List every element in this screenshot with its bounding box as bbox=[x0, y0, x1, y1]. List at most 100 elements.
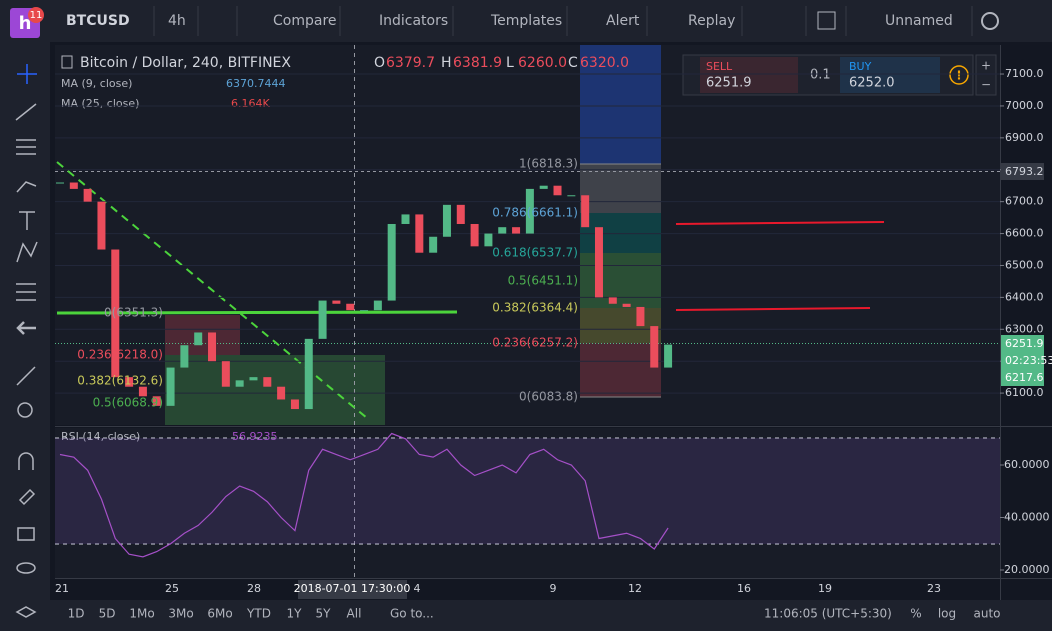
fib-label: 0.5(6068.9) bbox=[93, 396, 163, 410]
fib-zone bbox=[580, 164, 661, 213]
candle bbox=[194, 332, 203, 346]
sell-label: SELL bbox=[706, 60, 733, 73]
y-tick-label: 20.0000 bbox=[1004, 563, 1050, 576]
goto-button[interactable]: Go to... bbox=[390, 607, 434, 621]
ma-name[interactable]: MA (25, close) bbox=[61, 97, 139, 110]
candle bbox=[166, 367, 175, 406]
buy-price: 6252.0 bbox=[849, 76, 895, 91]
range-button[interactable]: All bbox=[347, 607, 362, 621]
horizontal-line bbox=[56, 310, 458, 315]
candle bbox=[373, 300, 382, 311]
toolbar-button[interactable]: Indicators bbox=[379, 13, 448, 29]
y-tick-label: 40.0000 bbox=[1004, 511, 1050, 524]
zoom-out[interactable]: − bbox=[981, 78, 991, 92]
settings-icon[interactable] bbox=[981, 12, 999, 30]
fib-zone bbox=[580, 45, 661, 164]
info-icon[interactable] bbox=[949, 65, 969, 85]
range-button[interactable]: 3Mo bbox=[168, 607, 193, 621]
y-tick-label: 7100.0 bbox=[1005, 67, 1044, 80]
fullscreen-toggle[interactable] bbox=[817, 11, 836, 30]
price-label: 6217.6 bbox=[1005, 371, 1044, 384]
candle bbox=[470, 223, 479, 247]
candle bbox=[180, 345, 189, 368]
buy-button[interactable] bbox=[840, 57, 940, 93]
range-button[interactable]: 1Mo bbox=[129, 607, 154, 621]
candle bbox=[221, 361, 230, 387]
candle bbox=[346, 303, 355, 311]
ma-value: 6370.7444 bbox=[226, 77, 286, 90]
candle bbox=[387, 223, 396, 301]
collapse-icon[interactable] bbox=[61, 55, 73, 69]
ohlc-key: C bbox=[568, 55, 578, 71]
fib-label: 1(6818.3) bbox=[519, 157, 578, 171]
candle bbox=[138, 386, 147, 397]
trend-line bbox=[56, 161, 368, 419]
y-tick-label: 6100.0 bbox=[1005, 386, 1044, 399]
scale-option[interactable]: auto bbox=[973, 607, 1000, 621]
series-title[interactable]: Bitcoin / Dollar, 240, BITFINEX bbox=[80, 55, 291, 71]
ohlc-value: 6381.9 bbox=[453, 55, 502, 71]
bottom-bar bbox=[0, 600, 1052, 631]
interval[interactable]: 4h bbox=[168, 13, 186, 29]
x-tick-label: 16 bbox=[737, 582, 751, 595]
fib-label: 0.236(6218.0) bbox=[77, 348, 163, 362]
ma-name[interactable]: MA (9, close) bbox=[61, 77, 132, 90]
fib-label: 0.618(6537.7) bbox=[492, 246, 578, 260]
left-toolbar bbox=[0, 42, 50, 600]
x-tick-label: 9 bbox=[550, 582, 557, 595]
fib-label: 0.236(6257.2) bbox=[492, 336, 578, 350]
y-tick-label: 6600.0 bbox=[1005, 227, 1044, 240]
range-button[interactable]: YTD bbox=[246, 607, 271, 621]
zoom-in[interactable]: + bbox=[981, 59, 991, 73]
sell-button[interactable] bbox=[700, 57, 798, 93]
candle bbox=[622, 303, 631, 307]
range-button[interactable]: 5D bbox=[99, 607, 116, 621]
layout-name[interactable]: Unnamed bbox=[885, 13, 953, 29]
x-tick-label: 12 bbox=[628, 582, 642, 595]
price-label: 6793.2 bbox=[1005, 165, 1044, 178]
candle bbox=[249, 377, 258, 381]
x-tick-label: 25 bbox=[165, 582, 179, 595]
scale-option[interactable]: % bbox=[910, 607, 921, 621]
badge-count: 11 bbox=[30, 10, 43, 21]
ohlc-value: 6260.0 bbox=[518, 55, 567, 71]
candle bbox=[208, 332, 217, 362]
range-button[interactable]: 6Mo bbox=[207, 607, 232, 621]
toolbar-button[interactable]: Replay bbox=[688, 13, 735, 29]
candle bbox=[484, 233, 493, 247]
candle bbox=[111, 249, 120, 378]
symbol[interactable]: BTCUSD bbox=[66, 13, 130, 29]
candle bbox=[664, 344, 673, 368]
candle bbox=[56, 182, 64, 184]
candle bbox=[318, 300, 327, 339]
scale-option[interactable]: log bbox=[938, 607, 956, 621]
candle bbox=[360, 310, 369, 312]
candle bbox=[97, 201, 106, 250]
y-tick-label: 6900.0 bbox=[1005, 131, 1044, 144]
rsi-name[interactable]: RSI (14, close) bbox=[61, 430, 140, 443]
price-label-box bbox=[1001, 369, 1044, 386]
x-tick-label: 23 bbox=[927, 582, 941, 595]
range-button[interactable]: 1D bbox=[68, 607, 85, 621]
ohlc-key: L bbox=[506, 55, 514, 71]
fib-label: 0.5(6451.1) bbox=[508, 274, 578, 288]
zoom-buttons[interactable] bbox=[975, 54, 997, 96]
clock: 11:06:05 (UTC+5:30) bbox=[764, 607, 892, 621]
candle bbox=[277, 386, 286, 400]
range-button[interactable]: 5Y bbox=[316, 607, 332, 621]
toolbar-button[interactable]: Compare bbox=[273, 13, 337, 29]
drawing-tools[interactable] bbox=[15, 64, 38, 618]
quantity[interactable]: 0.1 bbox=[810, 68, 831, 83]
toolbar-button[interactable]: Alert bbox=[606, 13, 640, 29]
badge bbox=[28, 7, 44, 23]
rsi-line bbox=[59, 432, 669, 558]
toolbar-button[interactable]: Templates bbox=[490, 13, 562, 29]
ma-value: 6.164K bbox=[231, 97, 270, 110]
range-button[interactable]: 1Y bbox=[287, 607, 303, 621]
y-tick-label: 7000.0 bbox=[1005, 99, 1044, 112]
fib-label: 0.382(6364.4) bbox=[492, 301, 578, 315]
horizontal-line bbox=[675, 307, 871, 311]
fib-label: 0.786(6661.1) bbox=[492, 206, 578, 220]
price-label: 6251.9 bbox=[1005, 337, 1044, 350]
rsi-pane bbox=[55, 428, 1000, 578]
